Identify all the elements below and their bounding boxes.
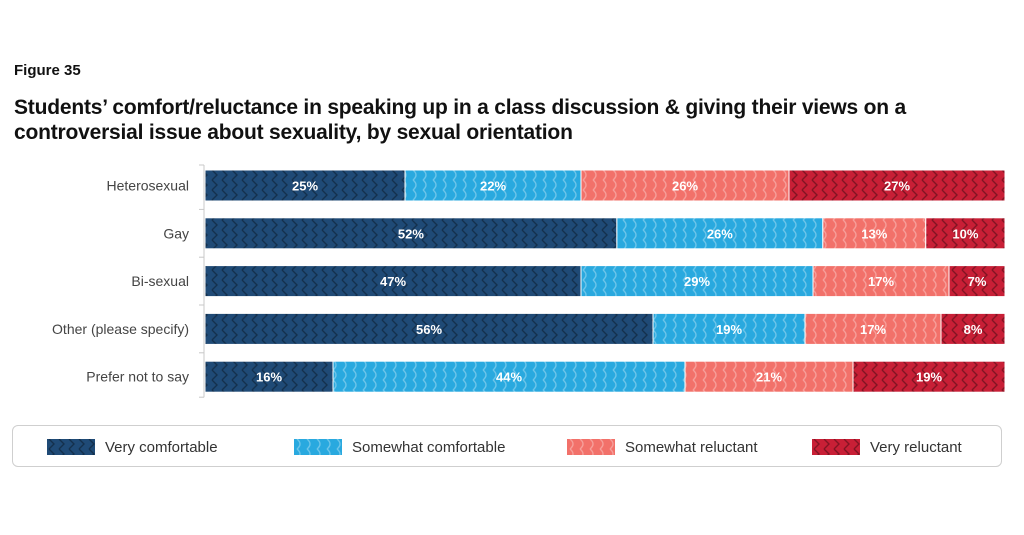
category-label: Heterosexual	[107, 178, 190, 194]
figure-label: Figure 35	[14, 62, 81, 79]
legend-item: Very comfortable	[47, 437, 218, 457]
data-label: 52%	[398, 226, 424, 241]
legend-item: Somewhat reluctant	[567, 437, 758, 457]
legend-label: Somewhat comfortable	[352, 438, 506, 456]
data-label: 22%	[480, 179, 506, 194]
bar-segment	[788, 169, 1006, 202]
legend: Very comfortable Somewhat comfortable Some…	[12, 425, 1002, 467]
chart-title: Students’ comfort/reluctance in speaking…	[14, 96, 907, 144]
data-label: 29%	[684, 274, 710, 289]
bar-segment	[332, 360, 686, 393]
data-label: 17%	[868, 274, 894, 289]
bar-segment	[804, 312, 942, 345]
legend-swatch	[294, 439, 342, 455]
data-label: 56%	[416, 322, 442, 337]
bar-segment	[812, 265, 950, 298]
legend-item: Very reluctant	[812, 437, 962, 457]
bar-segment	[404, 169, 582, 202]
bar-segment	[204, 360, 334, 393]
data-label: 44%	[496, 370, 522, 385]
legend-swatch	[47, 439, 95, 455]
legend-item: Somewhat comfortable	[294, 437, 505, 457]
bar-segment	[822, 217, 927, 250]
category-label: Gay	[163, 225, 189, 241]
data-label: 13%	[861, 226, 887, 241]
bar-segment	[204, 265, 582, 298]
bar-segment	[940, 312, 1006, 345]
data-label: 19%	[716, 322, 742, 337]
bar-segment	[580, 169, 790, 202]
bar-segment	[204, 169, 406, 202]
legend-label: Very reluctant	[870, 438, 962, 456]
legend-swatch	[567, 439, 615, 455]
data-label: 47%	[380, 274, 406, 289]
data-label: 10%	[952, 226, 978, 241]
data-label: 8%	[964, 322, 983, 337]
data-label: 25%	[292, 179, 318, 194]
bar-segment	[580, 265, 814, 298]
stacked-bar-chart: Heterosexual Gay Bi-sexual Other (please sp…	[52, 164, 1006, 398]
category-label: Bi-sexual	[131, 273, 189, 289]
bar-segment	[948, 265, 1006, 298]
legend-label: Somewhat reluctant	[625, 438, 758, 456]
data-label: 26%	[707, 226, 733, 241]
data-label: 19%	[916, 370, 942, 385]
category-label: Prefer not to say	[86, 369, 189, 385]
bar-segment	[652, 312, 806, 345]
bar-segment	[204, 217, 618, 250]
bar-segment	[616, 217, 824, 250]
data-label: 7%	[968, 274, 987, 289]
legend-label: Very comfortable	[105, 438, 218, 456]
category-label: Other (please specify)	[52, 321, 189, 337]
data-label: 21%	[756, 370, 782, 385]
data-label: 16%	[256, 370, 282, 385]
data-label: 26%	[672, 179, 698, 194]
bar-segment	[852, 360, 1006, 393]
legend-swatch	[812, 439, 860, 455]
bar-segment	[204, 312, 654, 345]
data-label: 17%	[860, 322, 886, 337]
bar-segment	[925, 217, 1006, 250]
data-label: 27%	[884, 179, 910, 194]
